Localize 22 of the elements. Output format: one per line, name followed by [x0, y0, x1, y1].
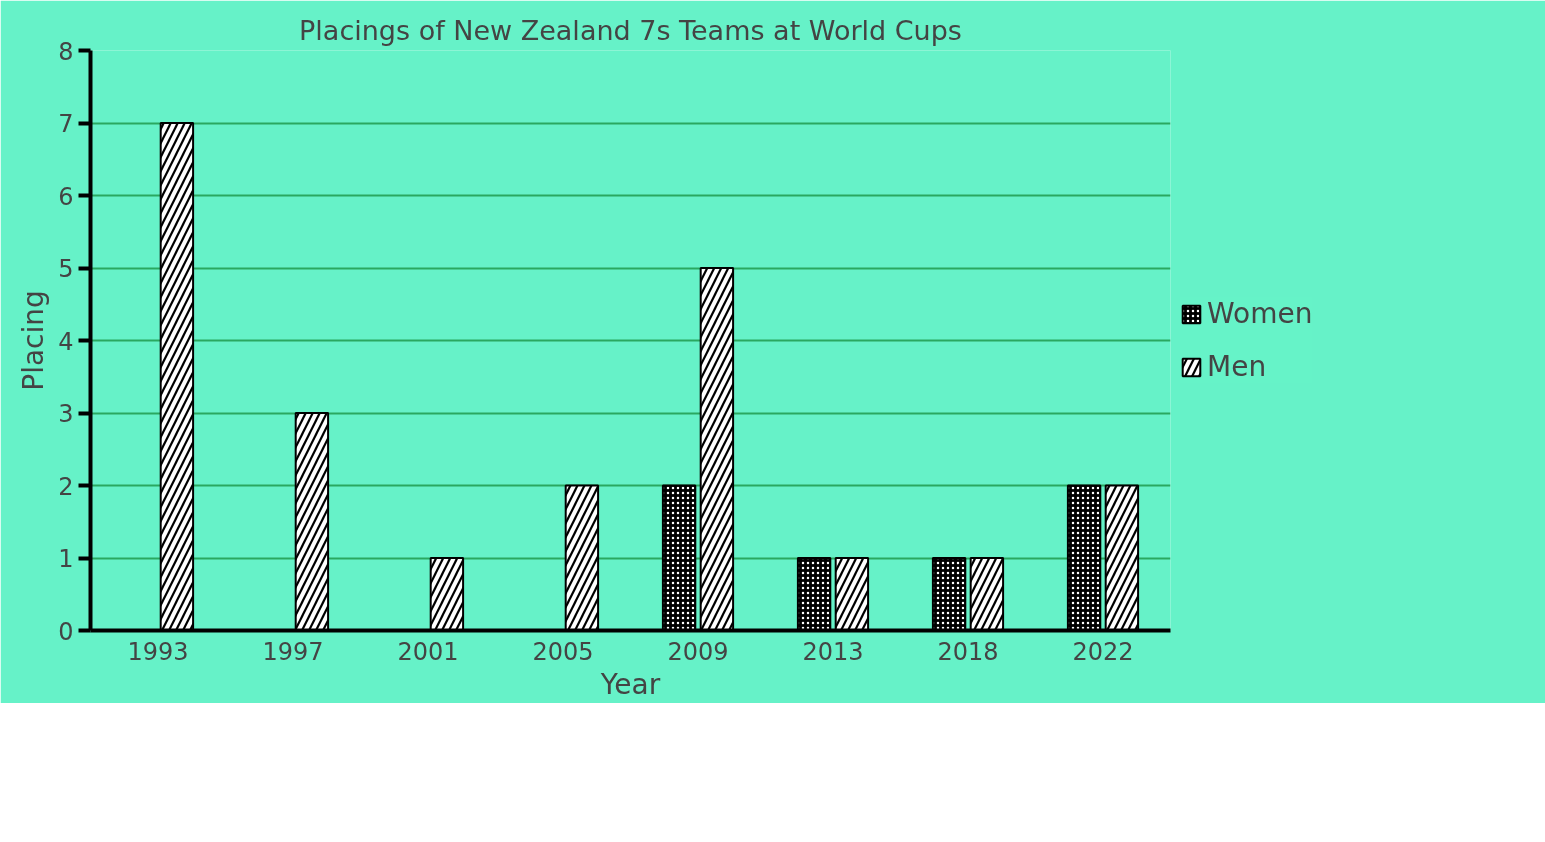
legend-label: Women: [1207, 297, 1313, 330]
y-tick-label: 7: [58, 110, 74, 138]
y-tick-label: 3: [58, 400, 74, 428]
y-tick-label: 4: [58, 327, 74, 356]
chart-title: Placings of New Zealand 7s Teams at World Cups: [299, 14, 962, 46]
y-tick-label: 1: [58, 545, 74, 573]
x-tick-label: 1997: [262, 637, 324, 666]
y-tick-label: 2: [58, 472, 74, 501]
y-axis-title: Placing: [17, 290, 51, 391]
y-tick-label: 0: [58, 617, 74, 646]
x-tick-label: 2009: [667, 637, 729, 666]
x-tick-label: 2013: [802, 637, 864, 666]
y-tick-label: 6: [58, 182, 74, 211]
x-axis-title: Year: [599, 667, 661, 701]
x-tick-label: 2005: [532, 637, 594, 666]
y-tick-label: 8: [58, 37, 74, 66]
legend-label: Men: [1207, 350, 1267, 383]
x-tick-label: 2018: [937, 637, 999, 666]
x-tick-label: 2022: [1072, 637, 1134, 666]
x-tick-label: 1993: [127, 637, 189, 666]
y-tick-label: 5: [58, 255, 74, 283]
x-tick-label: 2001: [397, 637, 459, 666]
